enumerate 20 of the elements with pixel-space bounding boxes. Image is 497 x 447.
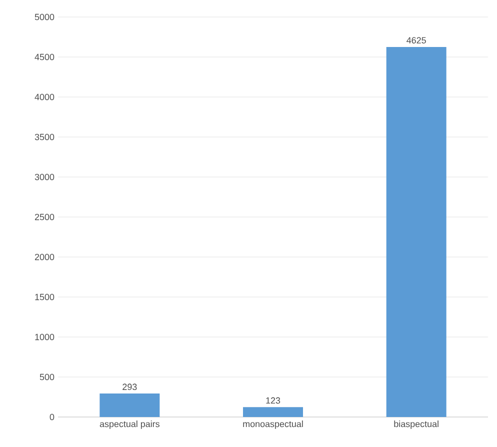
bar [243, 407, 304, 417]
x-tick-label: monoaspectual [243, 420, 303, 429]
y-tick-label: 500 [40, 374, 54, 380]
y-tick-label: 4000 [34, 94, 54, 100]
y-tick-label: 0 [50, 414, 54, 420]
y-tick-label: 1000 [35, 334, 54, 340]
y-tick-label: 3000 [34, 174, 54, 180]
y-tick-label: 4500 [34, 54, 54, 60]
y-tick-label: 5000 [34, 14, 54, 20]
y-tick-label: 3500 [34, 134, 54, 140]
bar [100, 394, 160, 417]
x-tick-label: aspectual pairs [100, 420, 160, 429]
x-tick-label: biaspectual [394, 420, 438, 429]
data-label: 4625 [406, 37, 426, 44]
bar [386, 47, 446, 417]
y-tick-label: 2500 [34, 214, 54, 220]
data-label: 293 [122, 384, 137, 390]
y-tick-label: 2000 [34, 254, 54, 260]
data-label: 123 [266, 397, 280, 404]
y-tick-label: 1500 [35, 294, 54, 300]
